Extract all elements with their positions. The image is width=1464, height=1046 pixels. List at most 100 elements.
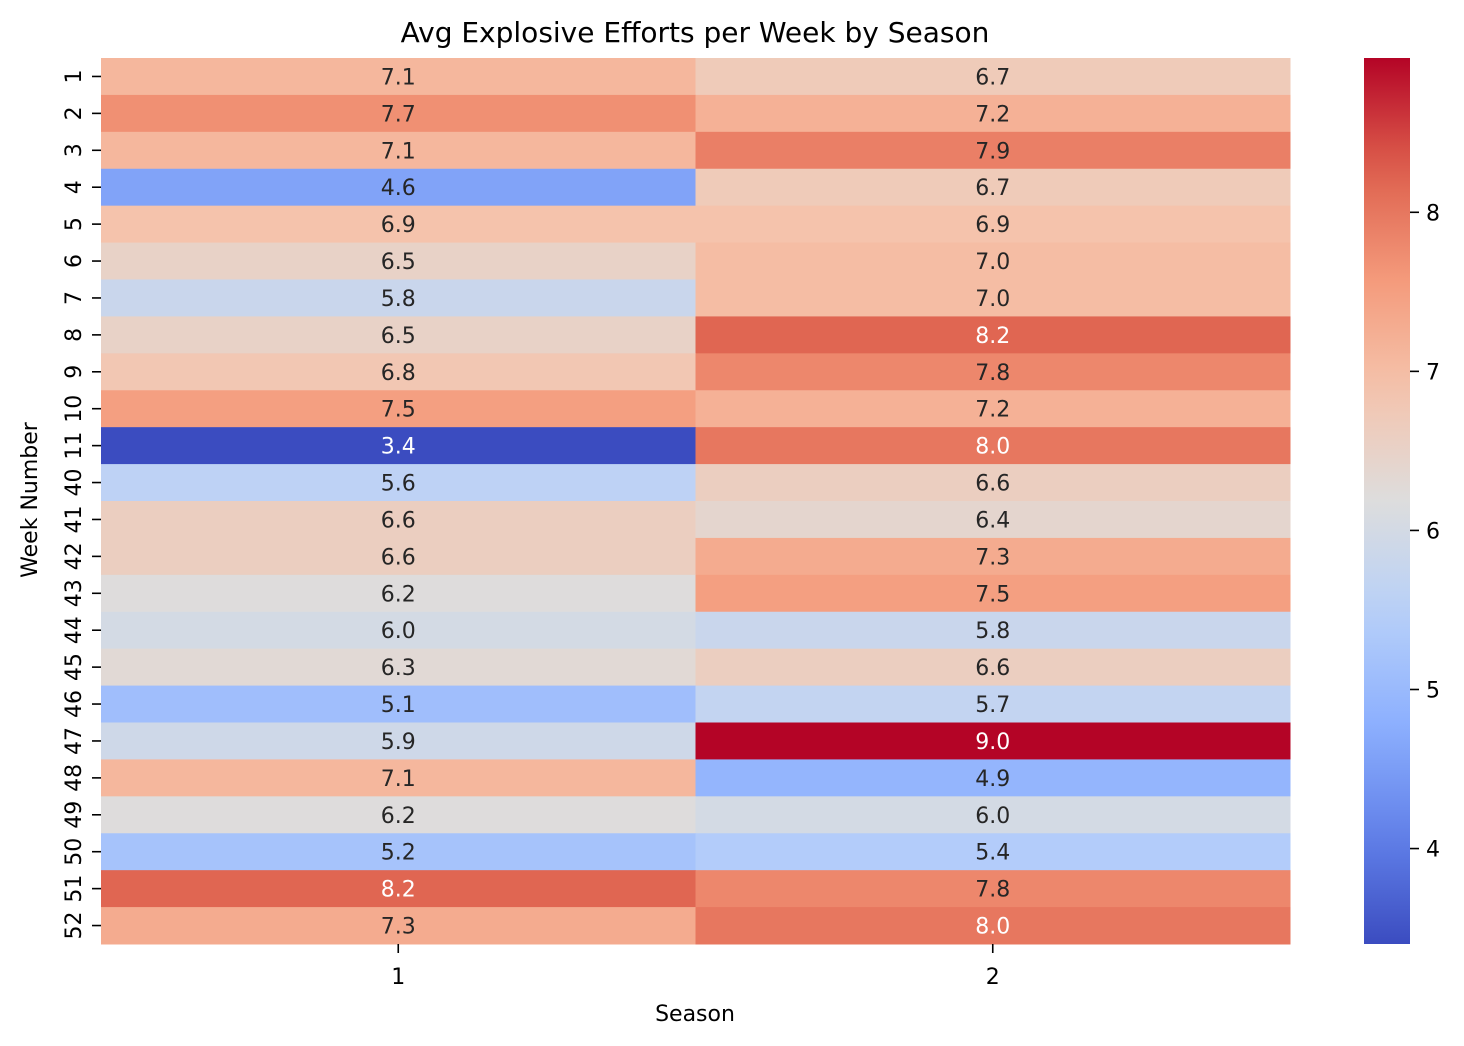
heatmap-cell-week-10-season-2: [695, 390, 1291, 428]
heatmap-cell-week-11-season-2: [695, 427, 1291, 465]
heatmap-cell-week-48-season-1: [101, 759, 696, 797]
heatmap-cell-week-51-season-1: [101, 870, 696, 908]
cell-label-week-40-season-2: 6.6: [975, 472, 1010, 497]
cell-label-week-51-season-1: 8.2: [381, 878, 416, 903]
heatmap-cell-week-47-season-1: [101, 722, 696, 760]
heatmap-cell-week-7-season-1: [101, 279, 696, 317]
cell-label-week-7-season-1: 5.8: [381, 287, 416, 312]
heatmap-cell-week-6-season-2: [695, 242, 1291, 280]
y-tick-label-40: 40: [62, 469, 87, 497]
heatmap-cell-week-1-season-2: [695, 58, 1291, 96]
cell-label-week-47-season-2: 9.0: [975, 730, 1010, 755]
y-tick-label-51: 51: [62, 875, 87, 903]
heatmap-cell-week-8-season-2: [695, 316, 1291, 354]
x-tick-label-2: 2: [986, 965, 1000, 990]
y-tick-label-52: 52: [62, 912, 87, 940]
cell-label-week-6-season-2: 7.0: [975, 250, 1010, 275]
cell-label-week-10-season-1: 7.5: [381, 398, 416, 423]
heatmap-cell-week-43-season-2: [695, 574, 1291, 613]
y-tick-label-2: 2: [62, 106, 87, 120]
heatmap-cell-week-9-season-1: [101, 353, 696, 391]
cell-label-week-44-season-2: 5.8: [975, 619, 1010, 644]
y-tick-label-1: 1: [62, 69, 87, 83]
y-tick-label-7: 7: [62, 291, 87, 305]
heatmap-cell-week-2-season-1: [101, 94, 696, 133]
x-tick-label-1: 1: [391, 965, 405, 990]
y-tick-label-45: 45: [62, 653, 87, 681]
cell-label-week-46-season-1: 5.1: [381, 693, 416, 718]
heatmap-cell-week-3-season-1: [101, 131, 696, 170]
heatmap-cell-week-6-season-1: [101, 242, 696, 280]
heatmap-cell-week-52-season-2: [695, 907, 1291, 945]
cell-label-week-1-season-2: 6.7: [975, 65, 1010, 90]
colorbar-tick-label-4: 4: [1426, 838, 1440, 863]
heatmap-cell-week-52-season-1: [101, 907, 696, 945]
heatmap-cell-week-10-season-1: [101, 390, 696, 428]
cell-label-week-8-season-2: 8.2: [975, 324, 1010, 349]
heatmap-cell-week-2-season-2: [695, 94, 1291, 133]
cell-label-week-4-season-1: 4.6: [381, 176, 416, 201]
heatmap-cell-week-45-season-2: [695, 648, 1291, 687]
cell-label-week-41-season-1: 6.6: [381, 508, 416, 533]
cell-label-week-6-season-1: 6.5: [381, 250, 416, 275]
cell-label-week-7-season-2: 7.0: [975, 287, 1010, 312]
cell-label-week-43-season-2: 7.5: [975, 582, 1010, 607]
heatmap-cell-week-1-season-1: [101, 58, 696, 96]
cell-label-week-1-season-1: 7.1: [381, 65, 416, 90]
colorbar-tick-label-5: 5: [1426, 678, 1440, 703]
y-tick-label-6: 6: [62, 254, 87, 268]
heatmap-cell-week-9-season-2: [695, 353, 1291, 391]
cell-label-week-45-season-1: 6.3: [381, 656, 416, 681]
heatmap-cells: [101, 58, 1291, 945]
heatmap-cell-week-44-season-2: [695, 611, 1291, 650]
y-tick-label-5: 5: [62, 217, 87, 231]
cell-label-week-44-season-1: 6.0: [381, 619, 416, 644]
cell-label-week-5-season-2: 6.9: [975, 213, 1010, 238]
heatmap-cell-week-44-season-1: [101, 611, 696, 650]
cell-label-week-43-season-1: 6.2: [381, 582, 416, 607]
cell-label-week-51-season-2: 7.8: [975, 878, 1010, 903]
heatmap-cell-week-49-season-1: [101, 796, 696, 834]
y-tick-label-10: 10: [62, 395, 87, 423]
heatmap-cell-week-42-season-2: [695, 537, 1291, 576]
heatmap-cell-week-48-season-2: [695, 759, 1291, 797]
y-tick-label-41: 41: [62, 505, 87, 533]
cell-label-week-40-season-1: 5.6: [381, 472, 416, 497]
heatmap-cell-week-43-season-1: [101, 574, 696, 613]
cell-label-week-42-season-1: 6.6: [381, 545, 416, 570]
heatmap-cell-week-51-season-2: [695, 870, 1291, 908]
y-tick-label-50: 50: [62, 838, 87, 866]
heatmap-cell-week-11-season-1: [101, 427, 696, 465]
cell-label-week-49-season-2: 6.0: [975, 804, 1010, 829]
y-tick-label-11: 11: [62, 432, 87, 460]
heatmap-cell-week-49-season-2: [695, 796, 1291, 834]
heatmap-cell-week-46-season-2: [695, 685, 1291, 723]
x-axis-label: Season: [655, 1002, 735, 1027]
cell-label-week-9-season-2: 7.8: [975, 361, 1010, 386]
heatmap-cell-week-3-season-2: [695, 131, 1291, 170]
heatmap-cell-week-5-season-1: [101, 205, 696, 244]
cell-label-week-2-season-1: 7.7: [381, 102, 416, 127]
cell-label-week-2-season-2: 7.2: [975, 102, 1010, 127]
cell-label-week-11-season-2: 8.0: [975, 435, 1010, 460]
heatmap-cell-week-40-season-2: [695, 464, 1291, 502]
cell-label-week-50-season-1: 5.2: [381, 841, 416, 866]
cell-label-week-3-season-2: 7.9: [975, 139, 1010, 164]
cell-label-week-52-season-2: 8.0: [975, 915, 1010, 940]
chart-title: Avg Explosive Efforts per Week by Season: [401, 16, 990, 49]
colorbar-tick-label-7: 7: [1426, 360, 1440, 385]
cell-label-week-45-season-2: 6.6: [975, 656, 1010, 681]
cell-label-week-11-season-1: 3.4: [381, 435, 416, 460]
heatmap-cell-week-41-season-1: [101, 501, 696, 539]
heatmap-cell-week-47-season-2: [695, 722, 1291, 760]
heatmap-cell-week-7-season-2: [695, 279, 1291, 317]
cell-label-week-50-season-2: 5.4: [975, 841, 1010, 866]
y-tick-label-4: 4: [62, 180, 87, 194]
colorbar: [1364, 58, 1410, 944]
heatmap-cell-week-50-season-2: [695, 833, 1291, 871]
y-tick-label-47: 47: [62, 727, 87, 755]
cell-label-week-10-season-2: 7.2: [975, 398, 1010, 423]
heatmap-cell-week-50-season-1: [101, 833, 696, 871]
